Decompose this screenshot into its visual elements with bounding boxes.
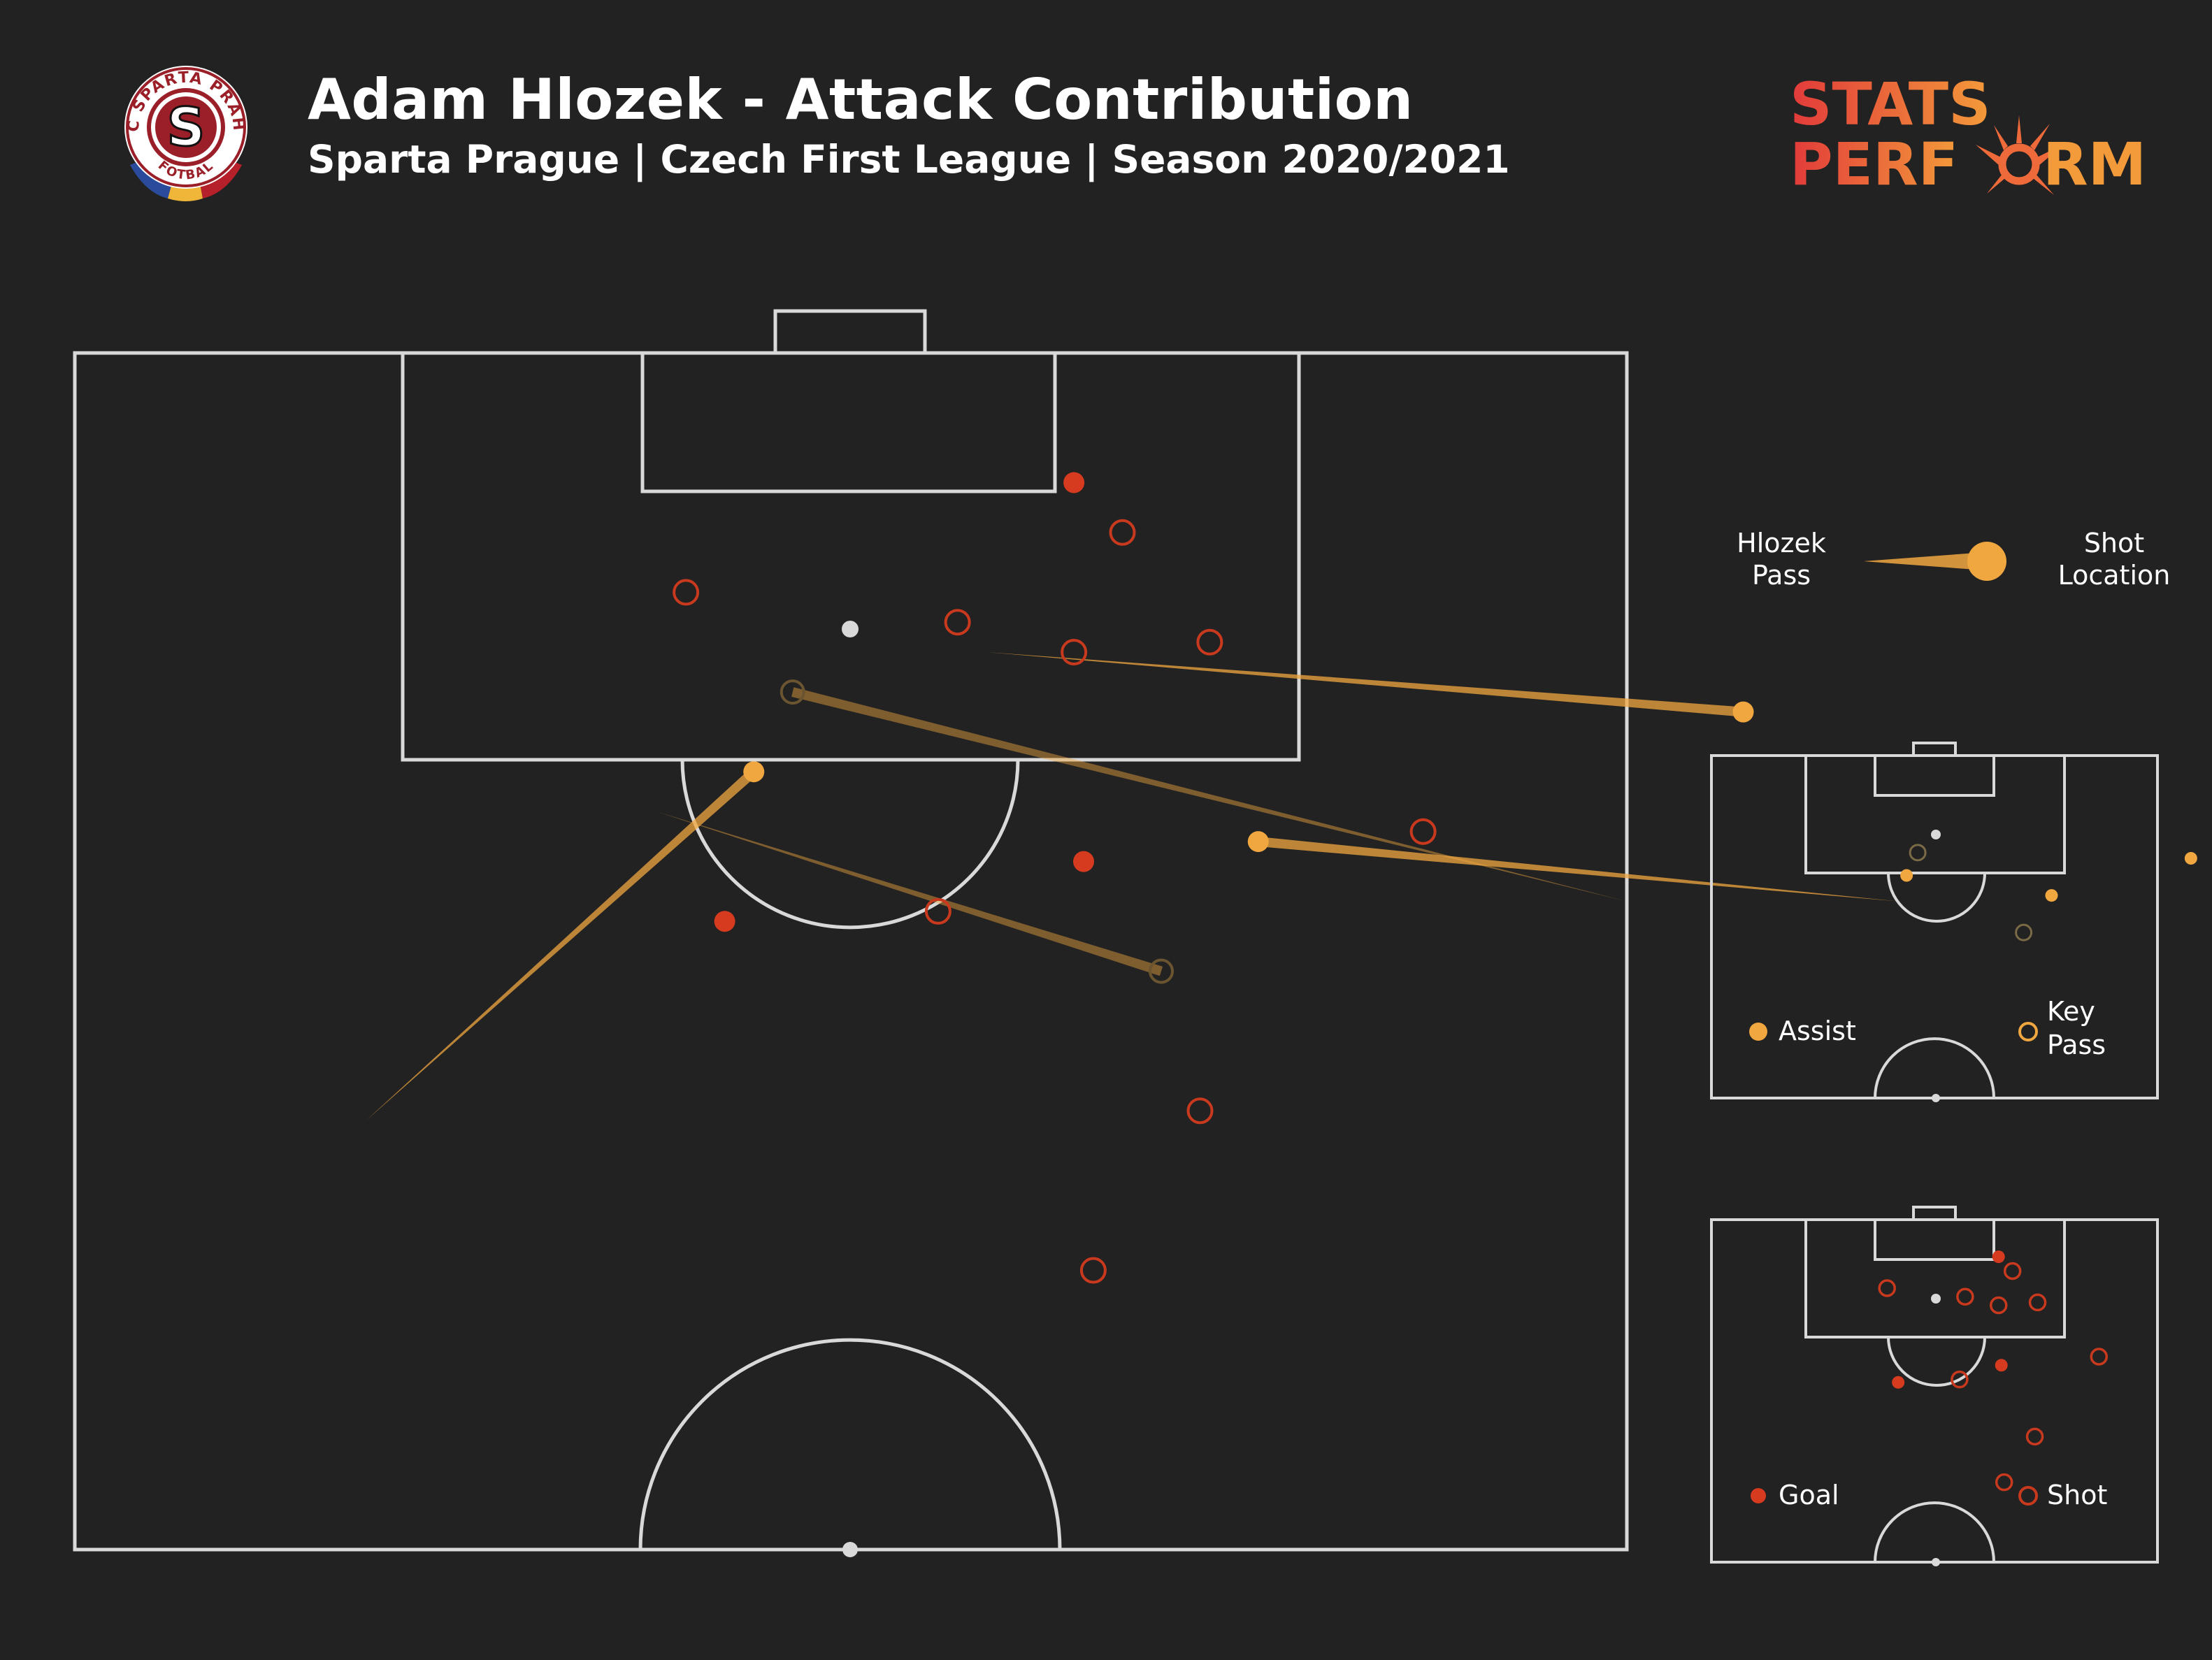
key-pass-line — [656, 811, 1163, 976]
assist-pass-line — [1258, 837, 1899, 902]
legend-goal-label: Goal — [1779, 1480, 1839, 1510]
stats-perform-logo: STATS PERF RM — [1790, 70, 2146, 199]
page-subtitle: Sparta Prague | Czech First League | Sea… — [308, 137, 1510, 182]
goal-marker — [1063, 472, 1085, 493]
key-pass-line — [791, 687, 1627, 902]
legend-shot-location — [1967, 542, 2006, 581]
shot-marker — [673, 579, 700, 606]
main-shot-layer — [673, 472, 1437, 1284]
mini-shot-marker — [2025, 1427, 2044, 1446]
main-centre-circle — [638, 1338, 1062, 1550]
crest-ribbon-red — [200, 159, 242, 199]
mini2-centre-circle — [1874, 1501, 1995, 1563]
goal-marker — [714, 911, 735, 932]
mini-shot-marker — [1951, 1370, 1969, 1389]
burst-icon — [1976, 115, 2065, 195]
mini2-boundary — [1710, 1218, 2159, 1564]
assist-shot-marker — [743, 761, 765, 783]
mini-assist-marker — [1900, 869, 1913, 882]
mini-shot-marker — [1956, 1287, 1974, 1306]
mini2-penalty-area — [1804, 1218, 2066, 1338]
mini2-penalty-spot — [1931, 1294, 1941, 1304]
shot-marker — [1079, 1257, 1107, 1284]
shot-marker — [1186, 1097, 1214, 1125]
legend-pass-line2: Pass — [1752, 560, 1811, 591]
crest-ribbon-blue — [130, 159, 172, 199]
mini-pitch-passes — [1710, 742, 2159, 1099]
legend-pass-tail — [1864, 552, 1985, 570]
mini2-six-yard-box — [1874, 1218, 1995, 1261]
brand-line-2-end: RM — [2043, 130, 2146, 199]
legend-key-pass-line1: Key — [2047, 996, 2095, 1027]
main-goal — [773, 309, 927, 355]
legend-key-pass-marker — [2018, 1022, 2038, 1041]
shot-marker — [1061, 639, 1088, 665]
mini-key-pass-marker — [2015, 923, 2033, 941]
assist-shot-marker — [1247, 831, 1269, 853]
mini1-goal — [1912, 742, 1957, 757]
assist-shot-marker — [1732, 701, 1754, 723]
mini-assist-marker — [2045, 889, 2058, 902]
mini-shot-marker — [2028, 1293, 2047, 1312]
main-pitch-boundary — [73, 351, 1629, 1552]
mini1-penalty-spot — [1931, 830, 1941, 839]
legend-shot-line2: Location — [2058, 560, 2171, 591]
mini-shot-marker — [1995, 1473, 2013, 1492]
crest-letter: S — [167, 96, 206, 158]
main-pitch-lines — [73, 309, 1629, 1552]
pass-shot-legend: Hlozek Pass Shot Location — [1737, 528, 2170, 591]
mini1-penalty-arc — [1887, 872, 1986, 923]
mini-goal-marker — [1995, 1359, 2008, 1372]
main-centre-spot — [842, 1542, 858, 1557]
shot-marker — [1196, 628, 1223, 656]
legend-assist-label: Assist — [1779, 1016, 1856, 1046]
page-title: Adam Hlozek - Attack Contribution — [308, 67, 1414, 132]
mini1-centre-spot — [1932, 1094, 1940, 1102]
mini-key-pass-marker — [1909, 844, 1927, 862]
mini1-centre-circle — [1874, 1037, 1995, 1099]
shot-marker — [1109, 519, 1136, 546]
legend-shot-marker — [2018, 1486, 2038, 1506]
shot-marker — [924, 897, 951, 925]
mini-shot-marker — [2003, 1262, 2022, 1280]
brand-line-2: PERF — [1790, 130, 1958, 199]
main-penalty-arc — [680, 759, 1020, 930]
mini-shot-marker — [1878, 1279, 1896, 1297]
mini-assist-marker — [2184, 852, 2197, 865]
legend-shot-label: Shot — [2047, 1480, 2107, 1510]
main-pass-layer — [366, 652, 1899, 1121]
sparta-prague-crest: AC SPARTA PRAHA FOTBAL S — [117, 60, 247, 201]
legend-goal-marker — [1751, 1488, 1766, 1503]
legend-assist-marker — [1749, 1023, 1767, 1041]
legend-pass-line1: Hlozek — [1737, 528, 1826, 558]
mini-shot-markers — [1878, 1250, 2109, 1492]
key-pass-shot-marker — [780, 679, 805, 705]
main-six-yard-box — [640, 351, 1057, 493]
brand-line-1: STATS — [1790, 70, 1991, 138]
mini2-penalty-arc — [1887, 1336, 1986, 1387]
mini-shot-marker — [2090, 1348, 2109, 1366]
assist-pass-line — [366, 767, 757, 1121]
main-penalty-area — [401, 351, 1301, 762]
mini-pass-markers — [1900, 844, 2197, 941]
key-pass-shot-marker — [1149, 958, 1174, 984]
mini2-centre-spot — [1932, 1558, 1940, 1566]
main-penalty-spot — [842, 621, 859, 637]
assist-pass-line — [986, 652, 1744, 717]
mini1-penalty-area — [1804, 754, 2066, 874]
mini2-goal — [1912, 1206, 1957, 1221]
mini-goal-marker — [1992, 1250, 2005, 1264]
shot-marker — [944, 609, 971, 636]
legend-key-pass-line2: Pass — [2047, 1030, 2106, 1060]
legend-shot-line1: Shot — [2084, 528, 2144, 558]
mini-goal-marker — [1892, 1376, 1905, 1389]
mini-shot-marker — [1989, 1296, 2008, 1315]
goal-marker — [1073, 851, 1094, 872]
shot-marker — [1409, 818, 1437, 845]
mini1-six-yard-box — [1874, 754, 1995, 797]
